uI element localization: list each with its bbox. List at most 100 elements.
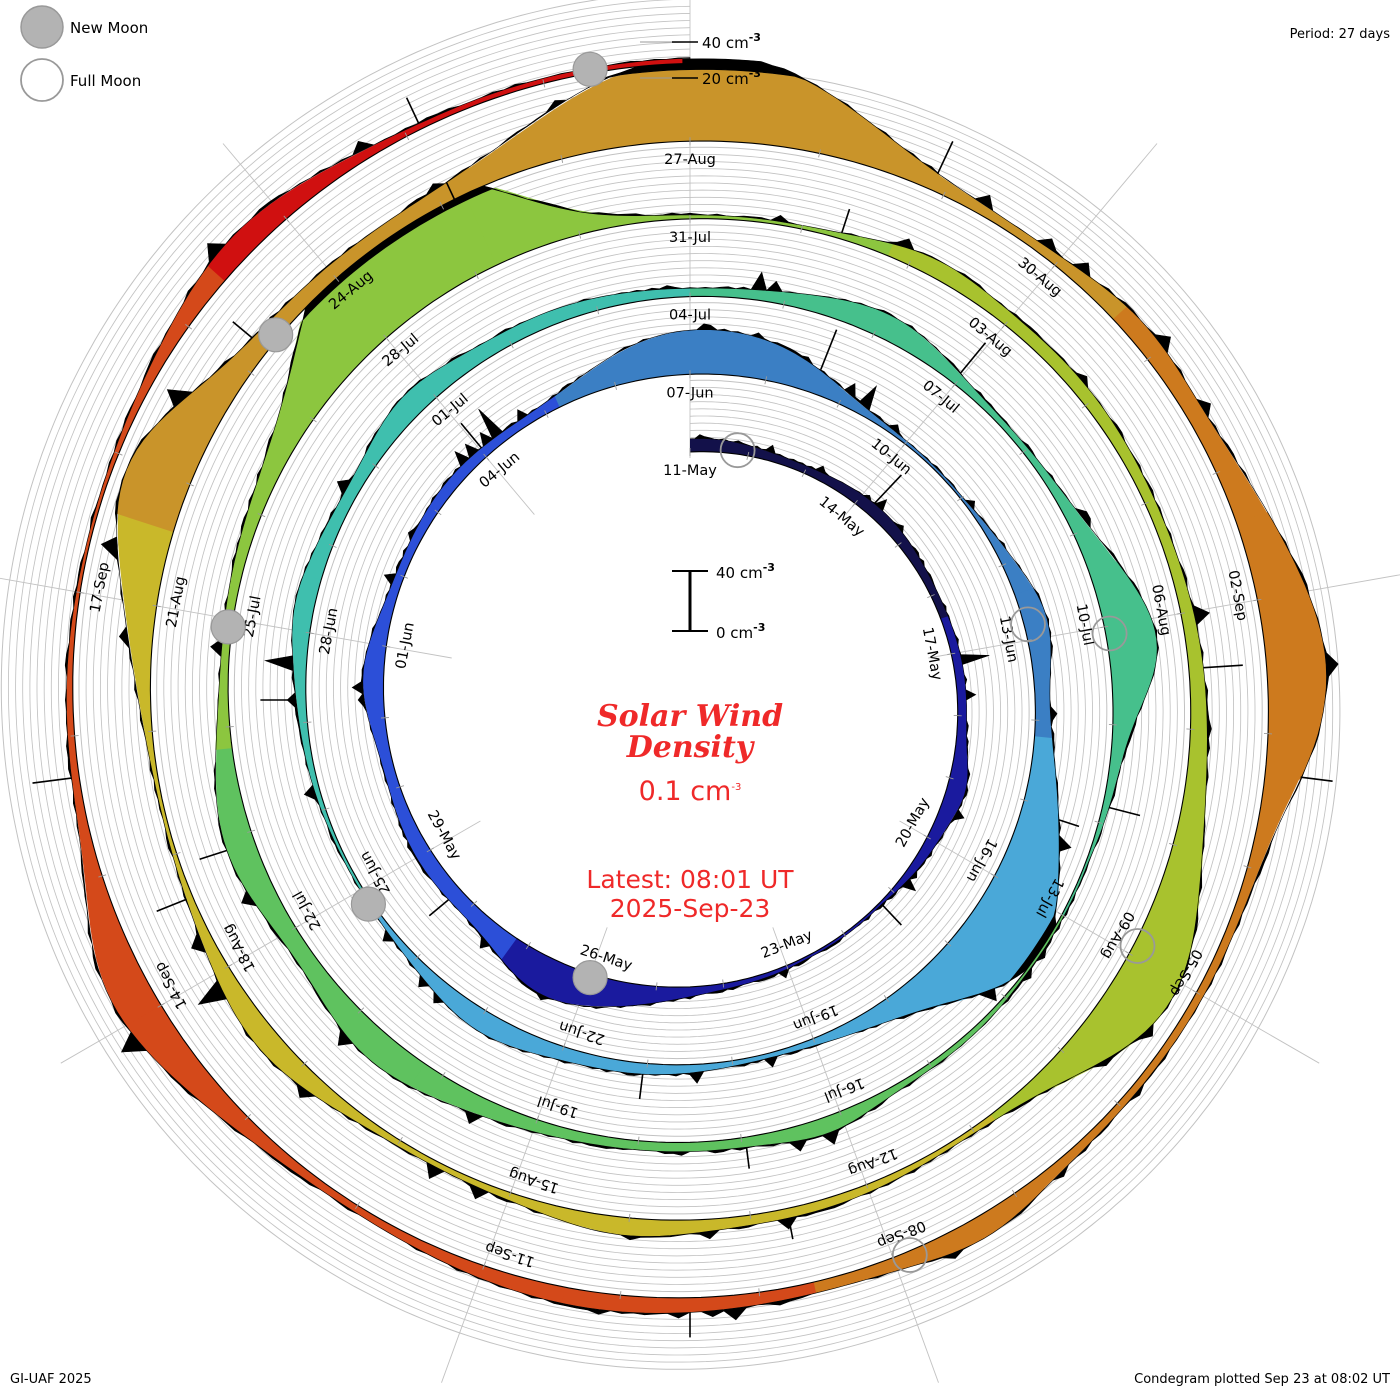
arm-fill <box>1024 992 1204 1199</box>
data-spike <box>745 1147 750 1169</box>
grid-arc <box>354 345 987 1017</box>
arm-fill <box>1014 588 1054 748</box>
moon-markers <box>210 51 1156 1273</box>
baseline-tick <box>1114 1100 1121 1107</box>
date-label: 08-Sep <box>875 1217 928 1251</box>
baseline-tick <box>98 874 107 878</box>
baseline-tick <box>355 1201 361 1209</box>
grid-arc <box>262 253 1079 1109</box>
arm-fill <box>980 953 1180 1128</box>
baseline-tick <box>509 340 514 349</box>
baseline-tick <box>941 191 946 200</box>
data-spike <box>199 849 228 861</box>
arm-fill <box>690 438 803 472</box>
baseline-tick <box>357 1007 365 1014</box>
baseline-tick <box>474 271 479 279</box>
grid-arc <box>241 231 1101 1130</box>
baseline-tick <box>731 1056 734 1065</box>
baseline-tick <box>764 376 768 385</box>
baseline-tick <box>945 776 954 780</box>
arm-fill <box>495 934 630 1007</box>
baseline-tick <box>328 543 337 548</box>
baseline-tick <box>148 730 157 733</box>
grid-arc <box>269 260 1072 1101</box>
baseline-tick <box>836 399 842 408</box>
arm-fill <box>601 1054 767 1075</box>
arm-envelope <box>64 57 1339 1321</box>
baseline-ticks <box>70 79 1273 1300</box>
baseline-tick <box>811 1034 816 1043</box>
baseline-tick <box>247 829 256 833</box>
baseline-tick <box>301 1060 308 1067</box>
data-spike <box>232 321 253 339</box>
grid-arc <box>7 0 1334 1363</box>
data-spike <box>1058 819 1080 828</box>
arm-fill <box>522 288 701 337</box>
arm-fill <box>584 1130 785 1152</box>
baseline-tick <box>944 940 952 947</box>
baseline-tick <box>535 1115 540 1124</box>
arm-fill <box>848 837 938 933</box>
baseline-tick <box>1001 993 1008 1000</box>
baseline-tick <box>1001 321 1008 329</box>
arm-fill <box>1055 362 1177 559</box>
baseline-tick <box>957 495 964 502</box>
baseline-tick <box>784 961 789 970</box>
data-spike <box>959 342 987 374</box>
full-moon-marker <box>891 1237 928 1273</box>
grid-arc <box>184 175 1157 1186</box>
date-label: 19-Jun <box>791 1001 841 1033</box>
baseline-tick <box>1125 951 1133 956</box>
baseline-tick <box>482 1261 486 1270</box>
arm-fill <box>546 1282 817 1314</box>
spoke <box>772 927 939 1383</box>
baseline-tick <box>837 1107 842 1116</box>
data-spike <box>936 141 954 175</box>
baseline-tick <box>305 631 314 635</box>
baseline-tick <box>1069 532 1078 537</box>
grid-arc <box>340 330 1002 1031</box>
new-moon-marker <box>572 959 608 996</box>
baseline-tick <box>483 1007 489 1015</box>
data-spike <box>841 208 851 234</box>
arm-baseline <box>382 373 959 988</box>
date-label: 04-Jul <box>669 308 711 324</box>
new-moon-marker <box>210 609 246 645</box>
baseline-tick <box>947 652 956 656</box>
spoke <box>928 574 1400 659</box>
arm-fill <box>362 593 398 734</box>
baseline-tick <box>292 925 300 930</box>
baseline-tick <box>1058 912 1066 918</box>
grid-arc <box>311 302 1030 1060</box>
arm-baseline <box>305 296 1036 1066</box>
data-spike <box>1203 664 1243 669</box>
date-label: 17-May <box>919 626 945 682</box>
baseline-tick <box>440 1071 446 1080</box>
data-spike <box>428 899 450 917</box>
full-moon-marker <box>1091 615 1128 652</box>
arm-fill <box>117 498 178 757</box>
grid-arc <box>347 338 994 1024</box>
baseline-tick <box>864 1180 869 1189</box>
arm-fill <box>690 69 940 191</box>
baseline-tick <box>1168 842 1177 847</box>
baseline-tick <box>871 330 876 339</box>
baseline-tick <box>596 306 600 315</box>
arm-fill <box>68 749 162 1026</box>
baseline-tick <box>247 370 255 376</box>
arm-fill <box>447 390 567 489</box>
baseline-tick <box>400 574 408 579</box>
baseline-tick <box>1094 820 1103 824</box>
baseline-tick <box>801 469 807 478</box>
baseline-tick <box>397 1136 403 1145</box>
arm-fill <box>924 728 969 849</box>
grid-arc <box>163 154 1178 1208</box>
baseline-tick <box>525 942 531 950</box>
baseline-tick <box>383 334 390 342</box>
grid-arc <box>325 316 1016 1045</box>
top-scale-guides <box>640 41 676 79</box>
data-spike <box>820 329 838 370</box>
baseline-tick <box>1081 403 1089 409</box>
baseline-tick <box>1253 598 1262 602</box>
spiral-arm-turn-4 <box>64 57 1339 1321</box>
